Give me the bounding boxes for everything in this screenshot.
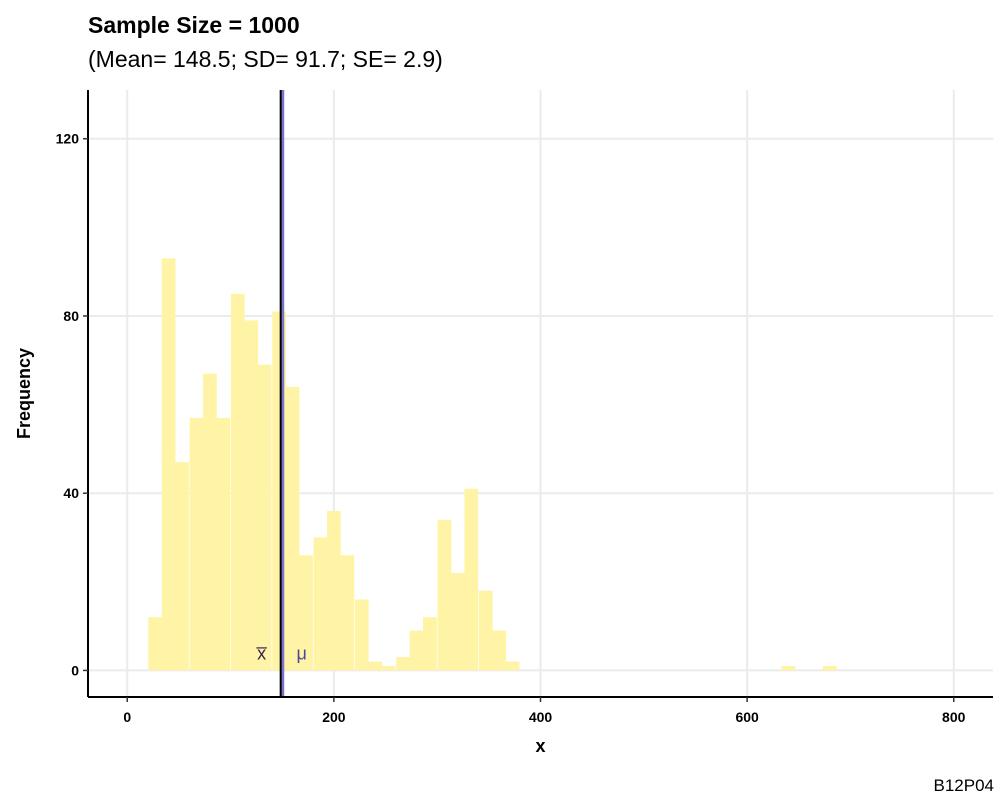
bars-layer <box>148 258 837 671</box>
histogram-bar <box>175 462 189 671</box>
histogram-bar <box>822 665 837 671</box>
x-tick-label: 600 <box>735 709 759 725</box>
histogram-bar <box>285 386 300 671</box>
histogram-bar <box>313 537 328 671</box>
histogram-bar <box>368 661 383 671</box>
histogram-bar <box>203 373 217 671</box>
histogram-bar <box>230 293 245 671</box>
histogram-bar <box>409 630 424 671</box>
histogram-bar <box>257 364 272 671</box>
y-tick-label: 120 <box>56 131 80 147</box>
population-mean-label: μ <box>297 644 307 664</box>
chart-subtitle: (Mean= 148.5; SD= 91.7; SE= 2.9) <box>88 46 443 72</box>
y-tick-label: 0 <box>71 662 79 678</box>
histogram-bar <box>327 510 341 671</box>
y-axis-title: Frequency <box>14 348 34 439</box>
chart-title: Sample Size = 1000 <box>88 12 300 38</box>
histogram-bar <box>354 599 369 671</box>
histogram-bar <box>161 258 176 671</box>
ticks-layer: 0 200 400 600 800 0 40 80 120 <box>56 131 966 725</box>
histogram-bar <box>450 572 465 671</box>
histogram-bar <box>189 417 204 671</box>
histogram-bar <box>781 665 796 671</box>
histogram-bar <box>505 661 520 671</box>
x-tick-label: 0 <box>123 709 131 725</box>
x-axis-title: x <box>535 736 545 756</box>
histogram-bar <box>299 555 313 671</box>
histogram-bar <box>396 657 410 671</box>
y-tick-label: 80 <box>63 308 79 324</box>
histogram-bar <box>492 630 507 671</box>
histogram-bar <box>437 519 452 671</box>
x-tick-label: 800 <box>942 709 966 725</box>
histogram-bar <box>340 555 355 671</box>
x-tick-label: 400 <box>529 709 553 725</box>
figure-caption: B12P04 <box>933 776 995 795</box>
sample-mean-label: x̅ <box>256 644 268 664</box>
histogram-bar <box>478 590 493 671</box>
histogram-bar <box>148 617 163 671</box>
mean-lines-layer: x̅ μ <box>256 90 307 697</box>
x-tick-label: 200 <box>322 709 346 725</box>
histogram-bar <box>216 417 231 671</box>
histogram-bar <box>244 320 259 671</box>
histogram-bar <box>423 617 437 671</box>
histogram-bar <box>464 488 479 671</box>
y-tick-label: 40 <box>63 485 79 501</box>
histogram-bar <box>381 665 396 671</box>
